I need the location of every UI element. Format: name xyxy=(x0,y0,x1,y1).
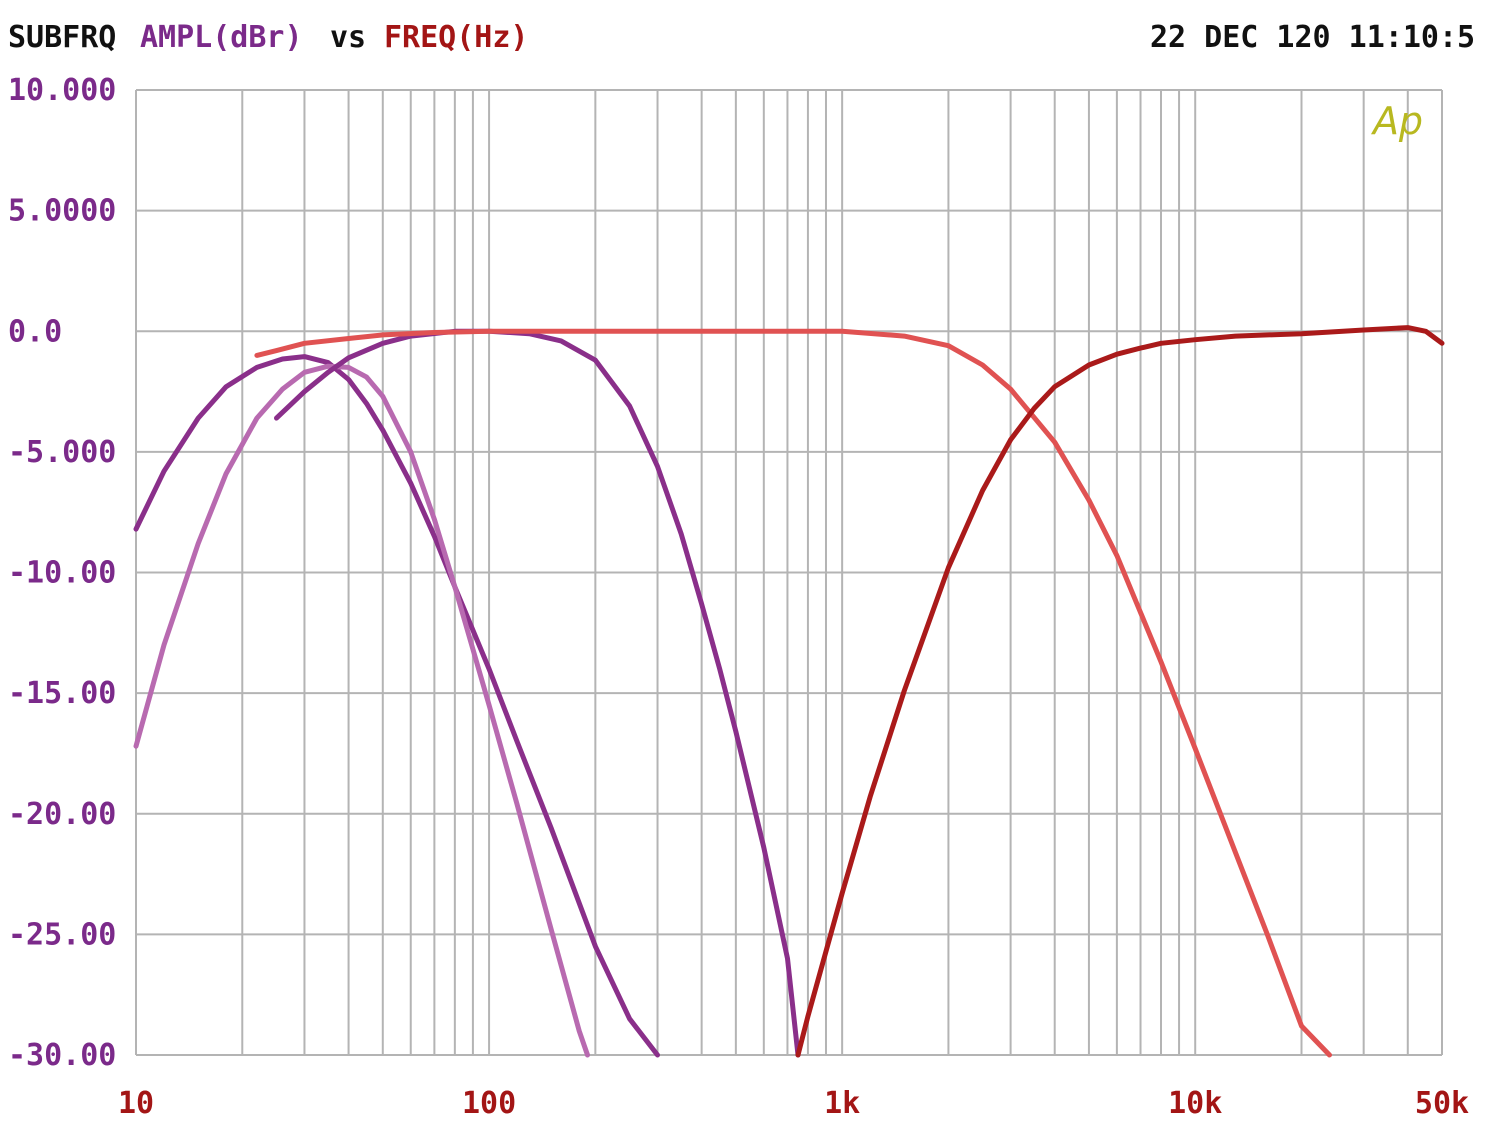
y-tick-label: 5.0000 xyxy=(8,194,116,229)
vs-label: vs xyxy=(330,20,367,55)
y-tick-label: 10.000 xyxy=(8,73,116,108)
series-line-5 xyxy=(795,325,1445,1058)
x-tick-label: 100 xyxy=(462,1086,516,1121)
y-tick-label: -30.00 xyxy=(8,1038,116,1073)
series-layer xyxy=(133,325,1445,1058)
x-tick-label: 10k xyxy=(1168,1086,1222,1121)
y-tick-label: -15.00 xyxy=(8,676,116,711)
y-tick-label: 0.0 xyxy=(8,314,62,349)
series-line-4 xyxy=(254,328,1332,1058)
ap-logo: Ap xyxy=(1370,99,1423,143)
series-line-2 xyxy=(133,363,590,1058)
chart-header: SUBFRQ AMPL(dBr) vs FREQ(Hz) 22 DEC 120 … xyxy=(0,0,1500,80)
y-tick-label: -5.000 xyxy=(8,435,116,470)
series-line-3 xyxy=(274,328,801,1058)
tick-labels: 10.000 5.0000 0.0 -5.000 -10.00 -15.00 -20.00 -… xyxy=(8,73,1469,1121)
grid xyxy=(135,89,1443,1056)
series-line-1 xyxy=(133,354,660,1058)
x-tick-label: 1k xyxy=(824,1086,860,1121)
x-tick-label: 10 xyxy=(118,1086,154,1121)
y-tick-label: -10.00 xyxy=(8,556,116,591)
y-tick-label: -25.00 xyxy=(8,917,116,952)
x-tick-label: 50k xyxy=(1415,1086,1469,1121)
y-tick-label: -20.00 xyxy=(8,797,116,832)
timestamp: 22 DEC 120 11:10:5 xyxy=(1150,20,1476,55)
chart-id-label: SUBFRQ xyxy=(8,20,117,55)
y-axis-title: AMPL(dBr) xyxy=(140,20,303,55)
x-axis-title: FREQ(Hz) xyxy=(384,20,529,55)
